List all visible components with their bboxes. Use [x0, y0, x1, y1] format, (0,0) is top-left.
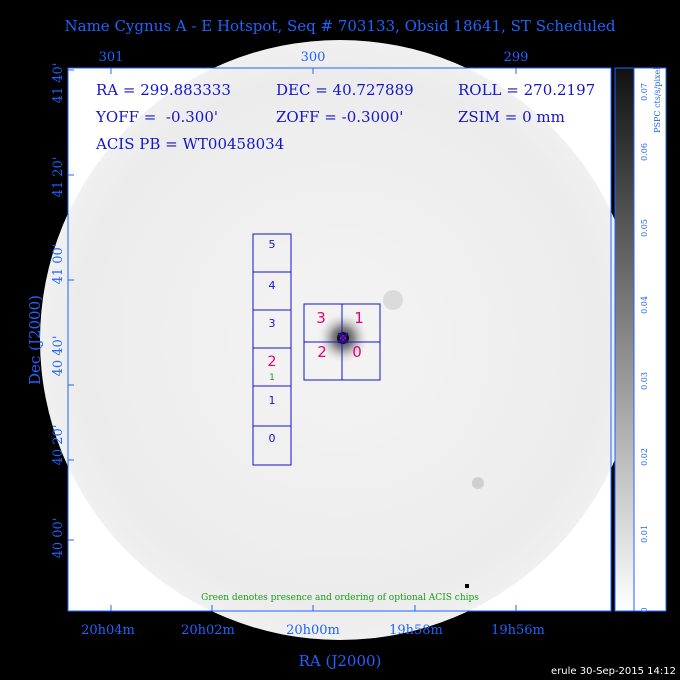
- x-tick-label: 19h56m: [491, 623, 545, 638]
- colorbar-tick-label: 0.03: [640, 372, 649, 390]
- info-yoff: YOFF = -0.300': [95, 108, 218, 126]
- colorbar-label: PSPC cts/s/pixel: [653, 67, 662, 133]
- acis-i-chip-label: 0: [352, 343, 362, 361]
- optional-chip-marker: 1: [269, 373, 275, 383]
- pointing-cross: [337, 332, 349, 344]
- y-tick-label: 40 20': [51, 425, 66, 466]
- faint-source: [472, 477, 484, 489]
- colorbar-tick-label: 0: [640, 607, 649, 612]
- info-zoff: ZOFF = -0.3000': [276, 108, 403, 126]
- acis-s-chip-label: 0: [269, 432, 276, 445]
- top-tick-label: 301: [99, 50, 124, 65]
- x-tick-label: 20h00m: [286, 623, 340, 638]
- faint-source: [383, 290, 403, 310]
- info-roll: ROLL = 270.2197: [458, 81, 595, 99]
- info-zsim: ZSIM = 0 mm: [458, 108, 565, 126]
- info-acis-pb: ACIS PB = WT00458034: [95, 135, 284, 153]
- x-tick-label: 20h02m: [181, 623, 235, 638]
- info-ra: RA = 299.883333: [96, 81, 231, 99]
- y-tick-label: 40 00': [51, 518, 66, 559]
- colorbar-tick-label: 0.05: [640, 219, 649, 237]
- colorbar-tick-label: 0.06: [640, 143, 649, 161]
- acis-i-chip-label: 1: [354, 309, 364, 327]
- y-tick-label: 41 00': [51, 244, 66, 285]
- top-tick-label: 299: [504, 50, 529, 65]
- acis-s-chip-label: 4: [269, 279, 276, 292]
- frame-border: [67, 67, 612, 612]
- colorbar-label-panel: [633, 67, 667, 612]
- y-tick-label: 40 40': [51, 336, 66, 377]
- colorbar-tick-label: 0.01: [640, 525, 649, 543]
- acis-s-chip-label: 2: [268, 354, 277, 370]
- acis-s-array: [252, 233, 292, 466]
- acis-i-array: [303, 303, 381, 381]
- x-axis-label: RA (J2000): [299, 652, 382, 670]
- acis-i-chip-label: 2: [317, 343, 327, 361]
- acis-s-chip-label: 5: [269, 238, 276, 251]
- colorbar-tick-label: 0.02: [640, 448, 649, 466]
- y-tick-label: 41 40': [51, 63, 66, 104]
- x-tick-label: 20h04m: [81, 623, 135, 638]
- acis-s-chip-label: 3: [269, 317, 276, 330]
- footer-timestamp: erule 30-Sep-2015 14:12: [551, 666, 676, 677]
- info-dec: DEC = 40.727889: [276, 81, 414, 99]
- x-tick-label: 19h58m: [389, 623, 443, 638]
- plot-title: Name Cygnus A - E Hotspot, Seq # 703133,…: [65, 17, 616, 35]
- top-tick-label: 300: [301, 50, 326, 65]
- y-axis-label: Dec (J2000): [26, 295, 44, 385]
- optional-chips-note: Green denotes presence and ordering of o…: [201, 593, 479, 603]
- colorbar: [614, 67, 635, 612]
- y-tick-label: 41 20': [51, 157, 66, 198]
- acis-s-chip-label: 1: [269, 394, 276, 407]
- colorbar-tick-label: 0.04: [640, 296, 649, 314]
- acis-i-chip-label: 3: [316, 309, 326, 327]
- colorbar-tick-label: 0.07: [640, 83, 649, 101]
- bright-pixel: [465, 584, 469, 588]
